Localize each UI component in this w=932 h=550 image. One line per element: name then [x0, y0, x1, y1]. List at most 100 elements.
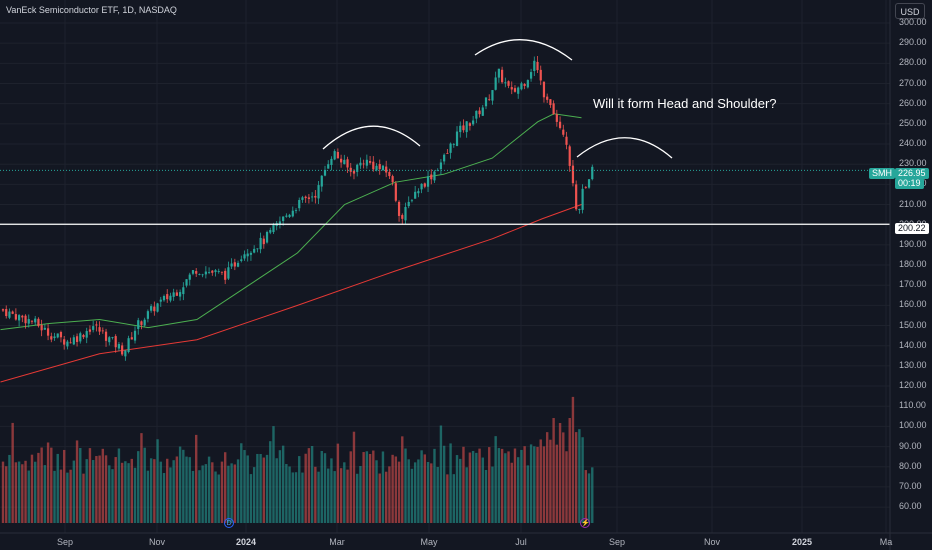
candle-body — [414, 191, 417, 199]
candle-body — [278, 221, 282, 224]
candle-body — [304, 196, 307, 199]
volume-bar — [555, 444, 559, 523]
candle-body — [513, 88, 517, 92]
candle-body — [494, 77, 497, 90]
volume-bar — [69, 469, 72, 523]
candle-body — [127, 338, 130, 353]
volume-bar — [285, 464, 288, 523]
volume-bar — [459, 458, 462, 523]
volume-bar — [59, 469, 63, 523]
candle-body — [140, 321, 143, 325]
candle-body — [294, 210, 298, 211]
candle-body — [510, 87, 513, 90]
volume-bar — [413, 462, 417, 523]
volume-bar — [191, 470, 195, 523]
volume-bar — [143, 447, 146, 523]
candle-body — [533, 60, 536, 71]
candle-body — [95, 324, 98, 326]
volume-bar — [500, 448, 504, 523]
bar-countdown-tag: 00:19 — [895, 178, 924, 189]
candle-body — [282, 216, 285, 222]
price-tick-label: 190.00 — [899, 238, 927, 249]
candle-body — [575, 184, 578, 210]
volume-bar — [362, 452, 365, 523]
volume-bar — [79, 448, 82, 523]
volume-bar — [587, 473, 591, 523]
volume-bar — [72, 460, 76, 523]
chart-annotation[interactable]: Will it form Head and Shoulder? — [593, 96, 777, 111]
candle-body — [578, 209, 581, 211]
volume-bar — [288, 466, 291, 523]
candle-body — [198, 274, 201, 275]
volume-bar — [236, 459, 240, 523]
candle-body — [72, 337, 75, 345]
volume-bar — [207, 456, 211, 523]
volume-bar — [578, 429, 581, 523]
candle-body — [117, 344, 121, 349]
volume-bar — [153, 459, 156, 523]
volume-bar — [507, 451, 510, 523]
volume-bar — [339, 468, 343, 523]
candle-body — [27, 319, 30, 324]
volume-bar — [243, 450, 246, 523]
candle-body — [375, 165, 378, 171]
volume-bar — [465, 467, 468, 523]
candle-body — [504, 82, 507, 84]
candle-body — [111, 337, 114, 338]
candle-body — [568, 146, 571, 166]
candle-body — [552, 103, 555, 115]
candle-body — [230, 263, 233, 267]
volume-bar — [574, 432, 578, 523]
candle-body — [1, 309, 5, 311]
event-flash-marker[interactable]: ⚡ — [580, 518, 590, 528]
candle-body — [439, 162, 443, 170]
volume-bar — [211, 462, 214, 523]
currency-selector[interactable]: USD — [895, 3, 925, 19]
volume-bar — [240, 443, 243, 523]
candle-body — [5, 309, 8, 317]
candle-body — [63, 339, 66, 345]
candle-body — [584, 187, 587, 188]
volume-bar — [484, 469, 488, 523]
candle-body — [378, 164, 381, 170]
candle-body — [542, 81, 546, 98]
candle-body — [262, 238, 265, 245]
price-tick-label: 70.00 — [899, 480, 922, 491]
candle-body — [233, 262, 236, 267]
candle-body — [423, 183, 426, 187]
volume-bar — [478, 448, 481, 523]
candle-body — [465, 121, 468, 133]
candle-body — [227, 267, 230, 279]
volume-bar — [27, 470, 30, 523]
volume-bar — [259, 453, 262, 523]
volume-bar — [17, 461, 21, 523]
candle-body — [410, 200, 414, 202]
volume-bar — [82, 473, 85, 523]
right-shoulder-arc[interactable] — [576, 137, 673, 159]
candle-body — [269, 230, 272, 233]
candle-body — [153, 306, 156, 312]
candle-body — [175, 292, 178, 296]
candle-body — [101, 330, 104, 332]
volume-bar — [581, 437, 584, 523]
volume-bar — [130, 458, 133, 523]
dividend-marker[interactable]: D — [224, 518, 234, 528]
candle-body — [11, 311, 14, 314]
candle-body — [546, 96, 549, 100]
volume-bar — [198, 470, 201, 523]
candle-body — [587, 179, 591, 188]
volume-bar — [333, 471, 336, 523]
candle-body — [69, 342, 72, 344]
volume-bar — [562, 432, 565, 523]
price-tick-label: 160.00 — [899, 299, 927, 310]
head-arc[interactable] — [474, 39, 573, 61]
candle-body — [336, 151, 339, 159]
left-shoulder-arc[interactable] — [322, 125, 421, 150]
candle-body — [265, 231, 269, 243]
volume-bar — [433, 448, 436, 523]
volume-bar — [488, 447, 491, 523]
volume-bar — [269, 441, 272, 523]
volume-bar — [552, 418, 555, 523]
volume-bar — [98, 455, 101, 523]
